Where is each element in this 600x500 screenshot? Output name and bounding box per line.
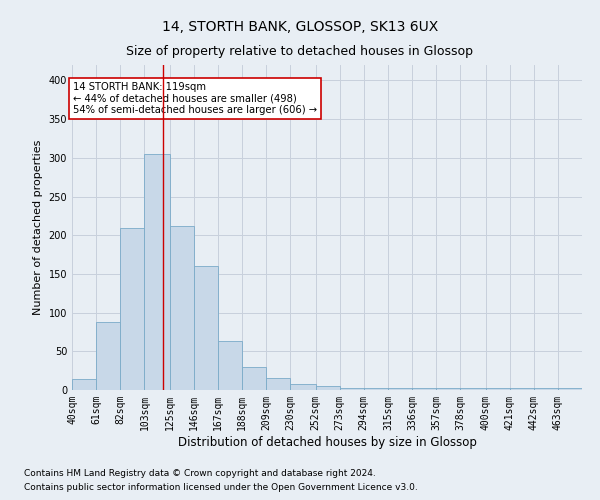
Bar — [72, 379, 96, 390]
Y-axis label: Number of detached properties: Number of detached properties — [33, 140, 43, 315]
Bar — [436, 388, 460, 390]
Bar — [218, 341, 242, 390]
Bar — [316, 386, 340, 390]
Bar — [145, 154, 170, 390]
Bar — [120, 228, 145, 390]
Bar — [412, 388, 436, 390]
Bar — [194, 266, 218, 390]
Bar — [558, 388, 582, 390]
Text: 14, STORTH BANK, GLOSSOP, SK13 6UX: 14, STORTH BANK, GLOSSOP, SK13 6UX — [162, 20, 438, 34]
Bar — [460, 388, 485, 390]
Bar — [266, 378, 290, 390]
Text: Contains public sector information licensed under the Open Government Licence v3: Contains public sector information licen… — [24, 484, 418, 492]
Bar — [170, 226, 194, 390]
Bar — [242, 367, 266, 390]
Text: Contains HM Land Registry data © Crown copyright and database right 2024.: Contains HM Land Registry data © Crown c… — [24, 468, 376, 477]
Bar — [364, 388, 388, 390]
Text: 14 STORTH BANK: 119sqm
← 44% of detached houses are smaller (498)
54% of semi-de: 14 STORTH BANK: 119sqm ← 44% of detached… — [73, 82, 317, 115]
Bar — [509, 388, 534, 390]
Bar — [388, 388, 412, 390]
Bar — [534, 388, 558, 390]
Bar — [96, 322, 120, 390]
Bar — [340, 388, 364, 390]
Bar — [485, 388, 509, 390]
Bar — [290, 384, 316, 390]
Text: Size of property relative to detached houses in Glossop: Size of property relative to detached ho… — [127, 45, 473, 58]
X-axis label: Distribution of detached houses by size in Glossop: Distribution of detached houses by size … — [178, 436, 476, 448]
